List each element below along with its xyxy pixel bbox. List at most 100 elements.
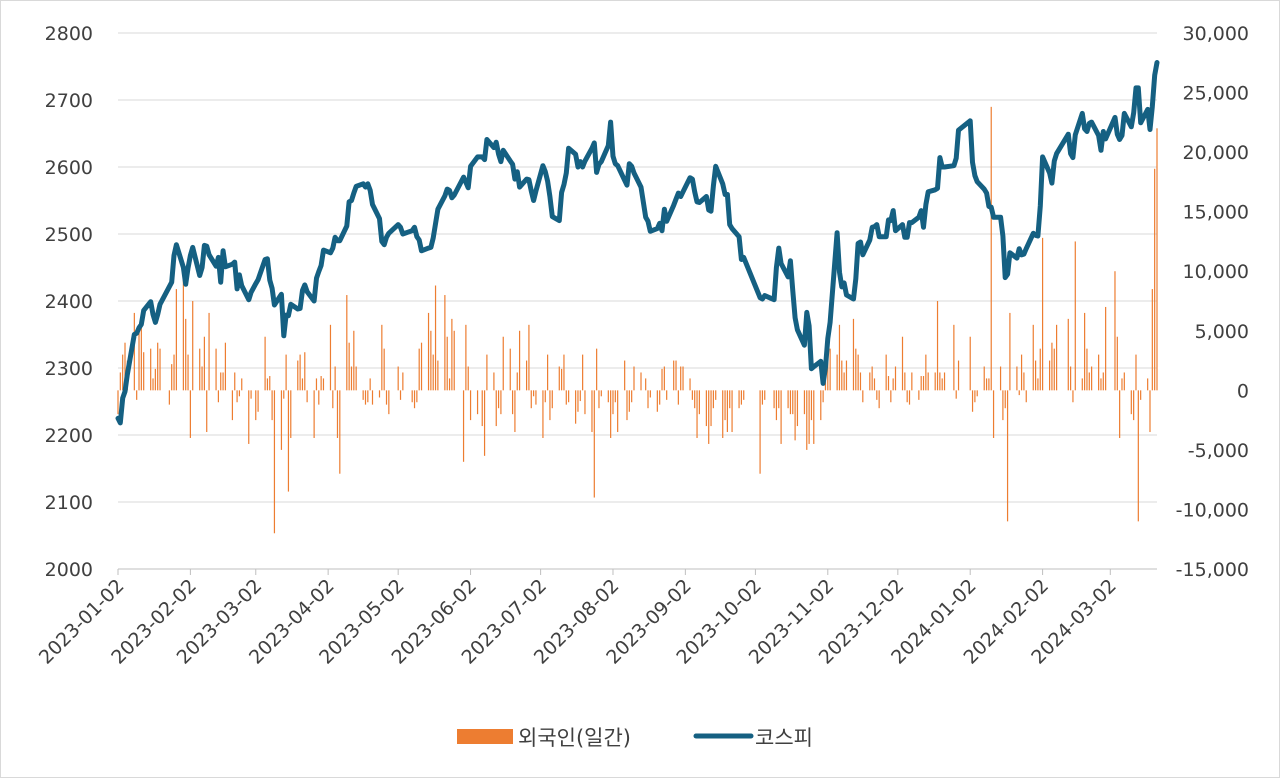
bar bbox=[876, 390, 878, 400]
bar bbox=[430, 330, 432, 391]
bar bbox=[1149, 390, 1151, 433]
bar bbox=[1084, 312, 1086, 391]
bar bbox=[705, 390, 707, 427]
right-tick-label: 5,000 bbox=[1195, 321, 1249, 343]
bar bbox=[563, 354, 565, 391]
left-tick-label: 2300 bbox=[45, 358, 93, 380]
bar bbox=[453, 330, 455, 391]
bar bbox=[420, 342, 423, 391]
bar bbox=[1072, 390, 1074, 403]
bar bbox=[712, 390, 714, 409]
left-tick-label: 2200 bbox=[45, 425, 93, 447]
bar bbox=[680, 366, 682, 391]
bar bbox=[628, 390, 630, 412]
bar bbox=[1002, 390, 1004, 421]
bar bbox=[1135, 354, 1137, 391]
bar bbox=[1009, 312, 1011, 391]
bar bbox=[1137, 390, 1139, 522]
bar bbox=[829, 348, 831, 391]
bar bbox=[203, 336, 205, 391]
bar bbox=[1114, 271, 1116, 391]
bar bbox=[1070, 366, 1072, 391]
bar bbox=[591, 390, 593, 433]
bar bbox=[1086, 348, 1088, 391]
bar bbox=[724, 390, 726, 421]
bar bbox=[1051, 342, 1053, 391]
bar bbox=[612, 390, 614, 415]
bar bbox=[925, 354, 927, 391]
bar bbox=[369, 378, 371, 391]
bar bbox=[764, 390, 766, 400]
bar bbox=[887, 376, 890, 391]
bar bbox=[320, 376, 322, 391]
bar bbox=[582, 354, 584, 391]
left-tick-label: 2400 bbox=[45, 291, 93, 313]
bar bbox=[1121, 378, 1123, 391]
bar bbox=[318, 390, 320, 405]
bar bbox=[698, 390, 700, 415]
bar bbox=[217, 390, 219, 403]
bar bbox=[999, 366, 1002, 391]
bar bbox=[1074, 241, 1076, 391]
bar bbox=[462, 390, 465, 462]
bar bbox=[822, 390, 824, 403]
bar bbox=[437, 360, 439, 391]
bar bbox=[1039, 348, 1041, 391]
bar bbox=[187, 354, 189, 391]
bar bbox=[969, 336, 971, 391]
bar bbox=[168, 390, 170, 405]
bar bbox=[266, 378, 269, 391]
bar bbox=[1025, 390, 1027, 403]
bar bbox=[1151, 289, 1153, 391]
bar bbox=[1053, 348, 1055, 391]
bar bbox=[378, 390, 381, 398]
bar bbox=[988, 378, 990, 391]
bar bbox=[467, 366, 469, 391]
bar bbox=[939, 372, 941, 391]
bar bbox=[269, 376, 271, 391]
bar bbox=[579, 390, 581, 402]
bar bbox=[645, 378, 647, 391]
bar bbox=[283, 390, 285, 399]
bar bbox=[661, 368, 663, 391]
bar bbox=[1023, 372, 1025, 391]
bar bbox=[740, 390, 742, 405]
bar bbox=[934, 372, 936, 391]
bar bbox=[238, 390, 241, 397]
bar bbox=[544, 390, 546, 403]
bar bbox=[413, 390, 416, 409]
right-tick-label: 10,000 bbox=[1183, 261, 1249, 283]
bar bbox=[759, 390, 761, 474]
legend-bar-swatch bbox=[457, 729, 513, 744]
bar bbox=[525, 360, 528, 391]
bar bbox=[1123, 372, 1125, 391]
bar bbox=[119, 372, 121, 391]
bar bbox=[483, 390, 486, 456]
bar bbox=[206, 390, 208, 433]
bar bbox=[906, 390, 908, 403]
bar bbox=[1037, 378, 1039, 391]
bar bbox=[1154, 168, 1156, 391]
bar bbox=[371, 390, 374, 405]
bar bbox=[1091, 366, 1093, 391]
bar bbox=[304, 352, 306, 391]
bar bbox=[271, 390, 273, 421]
bar bbox=[157, 342, 159, 391]
bar bbox=[624, 360, 626, 391]
bar bbox=[666, 390, 668, 400]
bar bbox=[729, 390, 731, 409]
bar bbox=[469, 390, 472, 421]
bar bbox=[138, 330, 140, 391]
bar bbox=[922, 376, 925, 391]
bar bbox=[273, 390, 276, 534]
bar bbox=[280, 390, 283, 450]
bar bbox=[985, 378, 988, 391]
bar bbox=[364, 390, 367, 405]
bar bbox=[418, 348, 420, 391]
bar bbox=[399, 390, 402, 400]
bar bbox=[596, 348, 598, 391]
bar bbox=[306, 390, 308, 403]
bar bbox=[649, 390, 651, 398]
bar bbox=[159, 348, 161, 391]
